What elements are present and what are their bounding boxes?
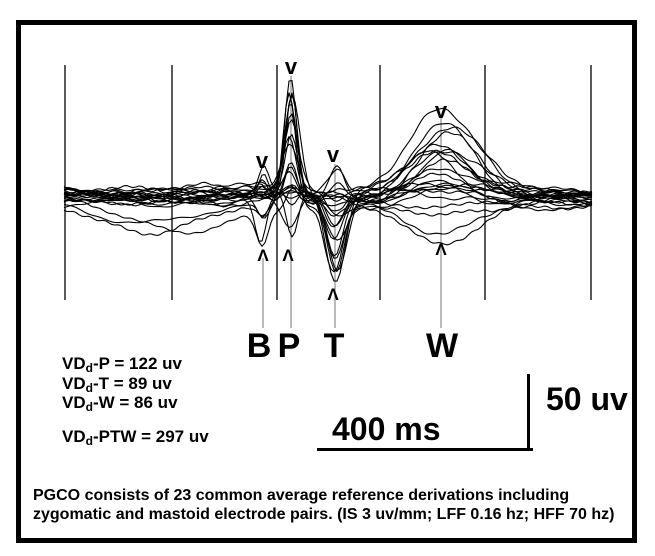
figure-caption: PGCO consists of 23 common average refer…: [33, 486, 633, 524]
eeg-trace: [63, 162, 593, 259]
eeg-trace: [63, 148, 593, 228]
peak-label-t: T: [323, 327, 345, 365]
peak-label-p: P: [277, 327, 301, 365]
measurement-prefix: VD: [62, 393, 86, 413]
eeg-trace: [64, 168, 593, 240]
amplitude-scale-bar: [527, 374, 530, 451]
measurement-value: -W = 86 uv: [92, 393, 178, 413]
eeg-trace: [63, 80, 593, 224]
measurement-value: -P = 122 uv: [92, 354, 182, 373]
peak-bottom-chevron-icon: Λ: [327, 285, 339, 304]
eeg-trace: [63, 92, 593, 217]
peak-bottom-chevron-icon: Λ: [435, 240, 447, 259]
peak-label-b: B: [246, 327, 272, 365]
measurement-vdd-t: VDd-T = 89 uv: [62, 374, 209, 394]
measurement-subscript: d: [85, 400, 93, 415]
measurement-subscript: d: [85, 361, 93, 375]
measurement-subscript: d: [85, 433, 93, 448]
figure-frame: [16, 20, 637, 543]
measurement-prefix: VD: [62, 373, 86, 393]
measurement-vdd-p: VDd-P = 122 uv: [62, 354, 209, 374]
measurement-vdd-w: VDd-W = 86 uv: [62, 393, 209, 413]
eeg-trace: [63, 95, 593, 204]
peak-top-chevron-icon: v: [434, 98, 448, 123]
measurement-value: -T = 89 uv: [92, 373, 172, 393]
time-scale-label: 400 ms: [332, 411, 441, 447]
eeg-trace: [63, 92, 593, 273]
eeg-trace: [63, 150, 593, 247]
eeg-trace: [63, 143, 593, 208]
caption-line-2: zygomatic and mastoid electrode pairs. (…: [33, 506, 615, 523]
peak-top-chevron-icon: v: [284, 54, 298, 79]
amplitude-scale-label: 50 uv: [546, 381, 628, 417]
caption-line-1: PGCO consists of 23 common average refer…: [33, 487, 570, 504]
peak-top-chevron-icon: v: [326, 142, 340, 167]
eeg-trace: [63, 184, 593, 218]
peak-bottom-chevron-icon: Λ: [257, 246, 269, 265]
amplitude-measurements: VDd-P = 122 uv VDd-T = 89 uv VDd-W = 86 …: [62, 354, 209, 447]
eeg-trace: [64, 190, 593, 272]
time-scale-bar: [317, 448, 533, 451]
measurement-prefix: VD: [62, 426, 86, 446]
peak-label-w: W: [425, 327, 459, 365]
measurement-subscript: d: [85, 380, 93, 395]
measurement-value: -PTW = 297 uv: [92, 426, 209, 446]
measurement-prefix: VD: [62, 354, 86, 373]
peak-bottom-chevron-icon: Λ: [282, 246, 294, 265]
measurement-vdd-ptw: VDd-PTW = 297 uv: [62, 427, 209, 447]
eeg-trace: [63, 104, 593, 257]
peak-top-chevron-icon: v: [255, 148, 269, 173]
